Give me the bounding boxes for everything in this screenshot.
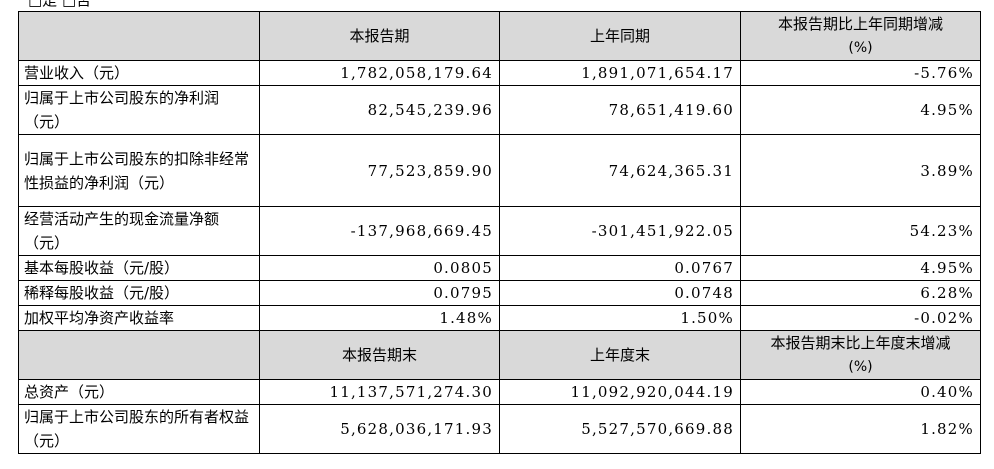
value-current: 1,782,058,179.64 [259, 60, 500, 86]
row-label: 归属于上市公司股东的扣除非经常性损益的净利润（元） [18, 134, 260, 207]
value-current: 5,628,036,171.93 [259, 404, 500, 454]
table-row: 加权平均净资产收益率 1.48% 1.50% -0.02% [18, 305, 981, 331]
value-change: 3.89% [740, 134, 981, 207]
header-change-period-end: 本报告期末比上年度末增减 (%) [740, 330, 981, 380]
value-change: -5.76% [740, 60, 981, 86]
value-prior: 1,891,071,654.17 [499, 60, 741, 86]
header-change-line1: 本报告期比上年同期增减 [777, 15, 943, 33]
row-label: 经营活动产生的现金流量净额（元） [18, 206, 260, 256]
row-label: 归属于上市公司股东的净利润（元） [18, 85, 260, 135]
value-prior: 0.0748 [499, 280, 741, 306]
value-prior: 0.0767 [499, 255, 741, 281]
value-current: -137,968,669.45 [259, 206, 500, 256]
header-prior-period: 上年同期 [499, 11, 741, 61]
value-change: 6.28% [740, 280, 981, 306]
value-prior: 78,651,419.60 [499, 85, 741, 135]
table-row: 总资产（元） 11,137,571,274.30 11,092,920,044.… [18, 379, 981, 405]
financial-data-table: 本报告期 上年同期 本报告期比上年同期增减 (%) 营业收入（元） 1,782,… [18, 11, 981, 454]
table-row: 营业收入（元） 1,782,058,179.64 1,891,071,654.1… [18, 60, 981, 86]
value-prior: 74,624,365.31 [499, 134, 741, 207]
row-label: 加权平均净资产收益率 [18, 305, 260, 331]
value-current: 77,523,859.90 [259, 134, 500, 207]
value-change: 0.40% [740, 379, 981, 405]
value-prior: 5,527,570,669.88 [499, 404, 741, 454]
table-row: 基本每股收益（元/股） 0.0805 0.0767 4.95% [18, 255, 981, 281]
table-row: 归属于上市公司股东的扣除非经常性损益的净利润（元） 77,523,859.90 … [18, 134, 981, 207]
value-change: 4.95% [740, 85, 981, 135]
table-header-row: 本报告期 上年同期 本报告期比上年同期增减 (%) [18, 11, 981, 61]
header-blank-cell [18, 11, 260, 61]
header2-change-line1: 本报告期末比上年度末增减 [770, 334, 951, 352]
value-change: 4.95% [740, 255, 981, 281]
value-current: 0.0805 [259, 255, 500, 281]
row-label: 总资产（元） [18, 379, 260, 405]
table-subheader-row: 本报告期末 上年度末 本报告期末比上年度末增减 (%) [18, 330, 981, 380]
value-prior: 11,092,920,044.19 [499, 379, 741, 405]
row-label: 归属于上市公司股东的所有者权益（元） [18, 404, 260, 454]
top-note: □是 □否 [28, 0, 92, 9]
header2-change-line2: (%) [848, 359, 873, 375]
table-row: 经营活动产生的现金流量净额（元） -137,968,669.45 -301,45… [18, 206, 981, 256]
value-current: 11,137,571,274.30 [259, 379, 500, 405]
value-change: 54.23% [740, 206, 981, 256]
value-change: 1.82% [740, 404, 981, 454]
value-current: 82,545,239.96 [259, 85, 500, 135]
row-label: 营业收入（元） [18, 60, 260, 86]
table-row: 归属于上市公司股东的净利润（元） 82,545,239.96 78,651,41… [18, 85, 981, 135]
row-label: 稀释每股收益（元/股） [18, 280, 260, 306]
header-change-line2: (%) [848, 40, 873, 56]
value-change: -0.02% [740, 305, 981, 331]
table-row: 稀释每股收益（元/股） 0.0795 0.0748 6.28% [18, 280, 981, 306]
header-current-period: 本报告期 [259, 11, 500, 61]
value-prior: 1.50% [499, 305, 741, 331]
value-prior: -301,451,922.05 [499, 206, 741, 256]
value-current: 1.48% [259, 305, 500, 331]
row-label: 基本每股收益（元/股） [18, 255, 260, 281]
header-prior-year-end: 上年度末 [499, 330, 741, 380]
subheader-blank-cell [18, 330, 260, 380]
header-period-end: 本报告期末 [259, 330, 500, 380]
header-change: 本报告期比上年同期增减 (%) [740, 11, 981, 61]
value-current: 0.0795 [259, 280, 500, 306]
table-row: 归属于上市公司股东的所有者权益（元） 5,628,036,171.93 5,52… [18, 404, 981, 454]
